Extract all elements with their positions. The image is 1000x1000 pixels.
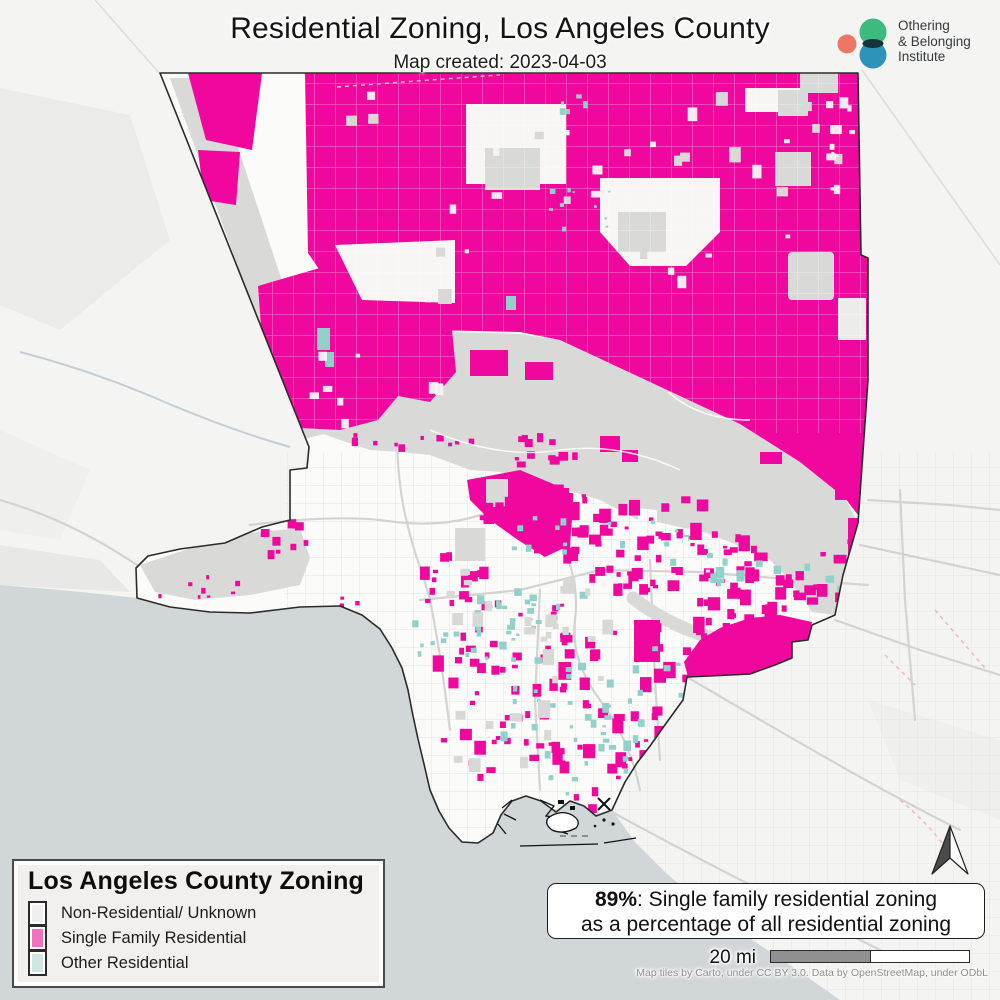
map-subtitle: Map created: 2023-04-03	[393, 52, 607, 73]
scale-bar-label: 20 mi	[709, 947, 756, 968]
legend-item-single-family: Single Family Residential	[28, 926, 256, 951]
institute-logo-icon	[837, 18, 887, 69]
legend-swatch-single-family	[28, 926, 47, 951]
zone-angeles-forest	[308, 332, 858, 615]
institute-logo-text: Othering & Belonging Institute	[898, 18, 971, 65]
scale-bar-segment-filled	[770, 950, 870, 963]
legend-swatch-other-residential	[28, 951, 47, 976]
map-attribution: Map tiles by Carto, under CC BY 3.0. Dat…	[636, 967, 988, 979]
county-boundary	[135, 72, 869, 844]
legend-title: Los Angeles County Zoning	[28, 867, 365, 895]
legend: Los Angeles County Zoning Non-Residentia…	[12, 859, 385, 988]
stat-value: 89%	[594, 888, 638, 911]
north-arrow-icon	[931, 825, 969, 875]
legend-swatch-non-residential	[28, 901, 47, 926]
legend-item-other-residential: Other Residential	[28, 951, 256, 976]
stat-annotation: 89%: Single family residential zoning as…	[547, 883, 985, 939]
zoning-layer	[140, 73, 868, 829]
map-title: Residential Zoning, Los Angeles County	[230, 12, 770, 45]
harbor-detail	[497, 797, 637, 847]
zone-santa-monica-mtns	[140, 528, 310, 600]
admin-dashed-lines	[336, 74, 986, 857]
legend-item-non-residential: Non-Residential/ Unknown	[28, 901, 256, 926]
scale-bar-segment-empty	[870, 950, 970, 963]
institute-logo: Othering & Belonging Institute	[833, 10, 993, 74]
scale-bar: 20 mi	[0, 947, 1000, 968]
